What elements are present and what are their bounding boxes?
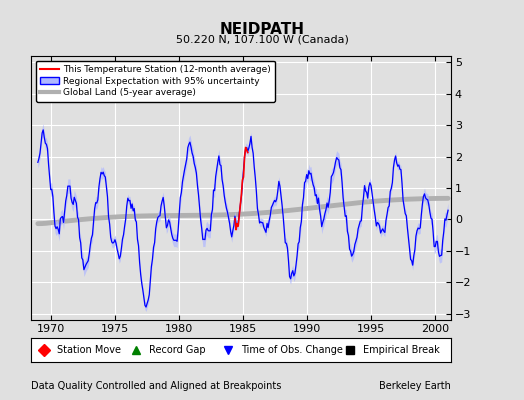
Legend: This Temperature Station (12-month average), Regional Expectation with 95% uncer: This Temperature Station (12-month avera… — [36, 60, 275, 102]
Text: 50.220 N, 107.100 W (Canada): 50.220 N, 107.100 W (Canada) — [176, 35, 348, 45]
Text: Time of Obs. Change: Time of Obs. Change — [241, 345, 343, 355]
Text: Station Move: Station Move — [57, 345, 121, 355]
Text: Berkeley Earth: Berkeley Earth — [379, 381, 451, 391]
Text: Empirical Break: Empirical Break — [363, 345, 439, 355]
Text: Record Gap: Record Gap — [149, 345, 205, 355]
Text: Data Quality Controlled and Aligned at Breakpoints: Data Quality Controlled and Aligned at B… — [31, 381, 282, 391]
Text: NEIDPATH: NEIDPATH — [220, 22, 304, 38]
